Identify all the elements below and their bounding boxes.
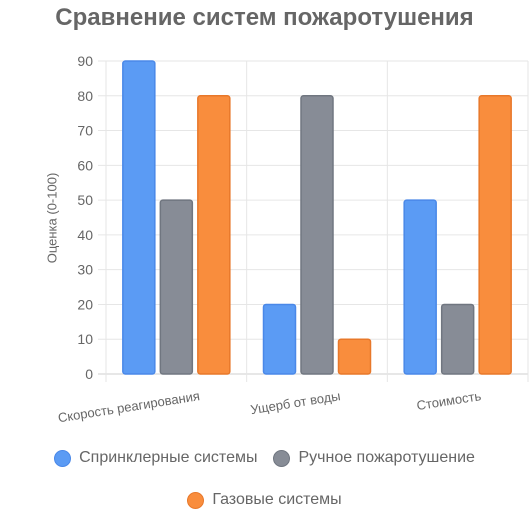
bar-manual [300, 95, 334, 375]
y-tick-label: 50 [77, 192, 93, 208]
legend-label-manual: Ручное пожаротушение [298, 449, 475, 466]
bar-sprinkler [403, 199, 437, 375]
bar-gas [197, 95, 231, 375]
legend-item-gas[interactable]: Газовые системы [187, 490, 342, 510]
bar-sprinkler [122, 60, 156, 375]
y-tick-label: 10 [77, 331, 93, 347]
bar-manual [440, 303, 475, 375]
y-tick-label: 90 [77, 53, 93, 69]
y-tick-label: 30 [77, 262, 93, 278]
legend-marker-gas [187, 491, 205, 509]
y-tick-label: 0 [85, 366, 93, 382]
bar-manual [159, 199, 194, 375]
y-tick-label: 20 [77, 296, 93, 312]
legend-item-sprinkler[interactable]: Спринклерные системы [54, 448, 257, 468]
x-tick-label: Скорость реагирования [57, 388, 201, 425]
y-tick-label: 40 [77, 227, 93, 243]
bar-sprinkler [262, 303, 297, 375]
legend-item-manual[interactable]: Ручное пожаротушение [273, 448, 475, 468]
y-tick-label: 70 [77, 123, 93, 139]
legend-marker-sprinkler [54, 449, 72, 467]
bar-gas [337, 338, 372, 375]
y-tick-label: 80 [77, 88, 93, 104]
legend-marker-manual [273, 449, 291, 467]
x-tick-label: Ущерб от воды [249, 388, 341, 417]
chart-title: Сравнение систем пожаротушения [55, 4, 474, 31]
legend: Спринклерные системы Ручное пожаротушени… [0, 448, 529, 510]
bar-gas [478, 95, 512, 375]
y-tick-label: 60 [77, 157, 93, 173]
x-tick-label: Стоимость [415, 388, 482, 413]
legend-label-sprinkler: Спринклерные системы [79, 449, 258, 466]
legend-label-gas: Газовые системы [212, 491, 342, 508]
